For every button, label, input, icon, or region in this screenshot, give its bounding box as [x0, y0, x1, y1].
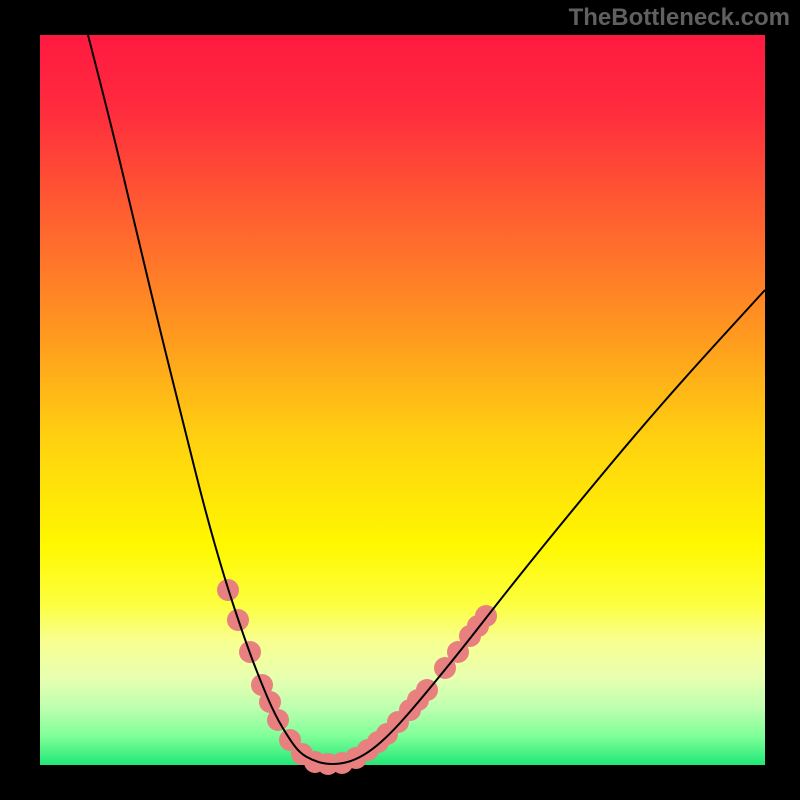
watermark-text: TheBottleneck.com [569, 4, 790, 32]
bottleneck-chart [0, 0, 800, 800]
chart-container: TheBottleneck.com [0, 0, 800, 800]
